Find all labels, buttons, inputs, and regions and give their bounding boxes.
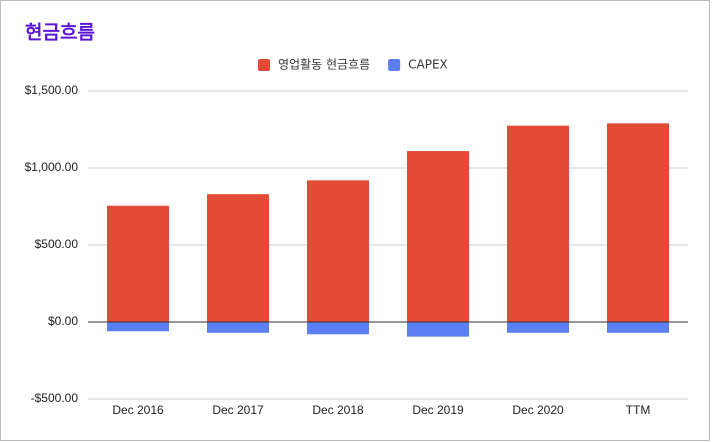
y-tick-label: $500.00 (35, 237, 79, 251)
x-tick-label: Dec 2020 (512, 403, 564, 417)
x-tick-label: Dec 2018 (312, 403, 364, 417)
bar (407, 151, 469, 322)
y-tick-label: $1,000.00 (25, 160, 79, 174)
legend-swatch (258, 59, 270, 71)
y-tick-label: $0.00 (48, 314, 78, 328)
bar (607, 322, 669, 333)
legend-label: CAPEX (408, 58, 448, 72)
legend-swatch (388, 59, 401, 71)
bar (207, 322, 269, 333)
bar (607, 123, 669, 322)
bar (507, 322, 569, 333)
bar (107, 322, 169, 332)
bar (307, 322, 369, 335)
bar (107, 205, 169, 322)
x-tick-label: Dec 2019 (412, 403, 464, 417)
bar (407, 322, 469, 337)
bar (207, 194, 269, 322)
chart-title: 현금흐름 (25, 22, 95, 44)
bar (307, 180, 369, 322)
x-tick-label: Dec 2016 (112, 403, 164, 417)
x-tick-label: Dec 2017 (212, 403, 264, 417)
y-tick-label: $1,500.00 (25, 83, 79, 97)
bar (507, 125, 569, 323)
legend-label: 영업활동 현금흐름 (278, 58, 370, 72)
x-tick-label: TTM (626, 403, 651, 417)
y-tick-label: -$500.00 (31, 391, 79, 405)
